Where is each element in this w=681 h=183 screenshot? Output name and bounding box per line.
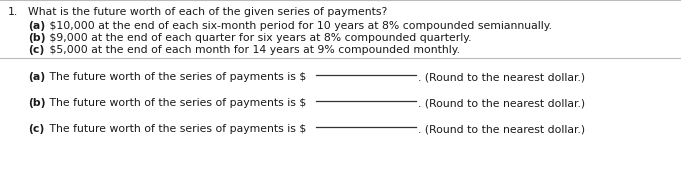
Text: The future worth of the series of payments is $: The future worth of the series of paymen… [46, 72, 306, 82]
Text: . (Round to the nearest dollar.): . (Round to the nearest dollar.) [418, 72, 585, 82]
Text: (c): (c) [28, 45, 44, 55]
Text: . (Round to the nearest dollar.): . (Round to the nearest dollar.) [418, 124, 585, 134]
Text: $9,000 at the end of each quarter for six years at 8% compounded quarterly.: $9,000 at the end of each quarter for si… [46, 33, 471, 43]
Text: . (Round to the nearest dollar.): . (Round to the nearest dollar.) [418, 98, 585, 108]
Text: (a): (a) [28, 72, 45, 82]
Text: 1.: 1. [8, 7, 18, 17]
Text: $10,000 at the end of each six-month period for 10 years at 8% compounded semian: $10,000 at the end of each six-month per… [46, 21, 552, 31]
Text: The future worth of the series of payments is $: The future worth of the series of paymen… [46, 98, 306, 108]
Text: (a): (a) [28, 21, 45, 31]
Text: (b): (b) [28, 98, 46, 108]
Text: (c): (c) [28, 124, 44, 134]
Text: (b): (b) [28, 33, 46, 43]
Text: What is the future worth of each of the given series of payments?: What is the future worth of each of the … [28, 7, 387, 17]
Text: The future worth of the series of payments is $: The future worth of the series of paymen… [46, 124, 306, 134]
Text: $5,000 at the end of each month for 14 years at 9% compounded monthly.: $5,000 at the end of each month for 14 y… [46, 45, 460, 55]
